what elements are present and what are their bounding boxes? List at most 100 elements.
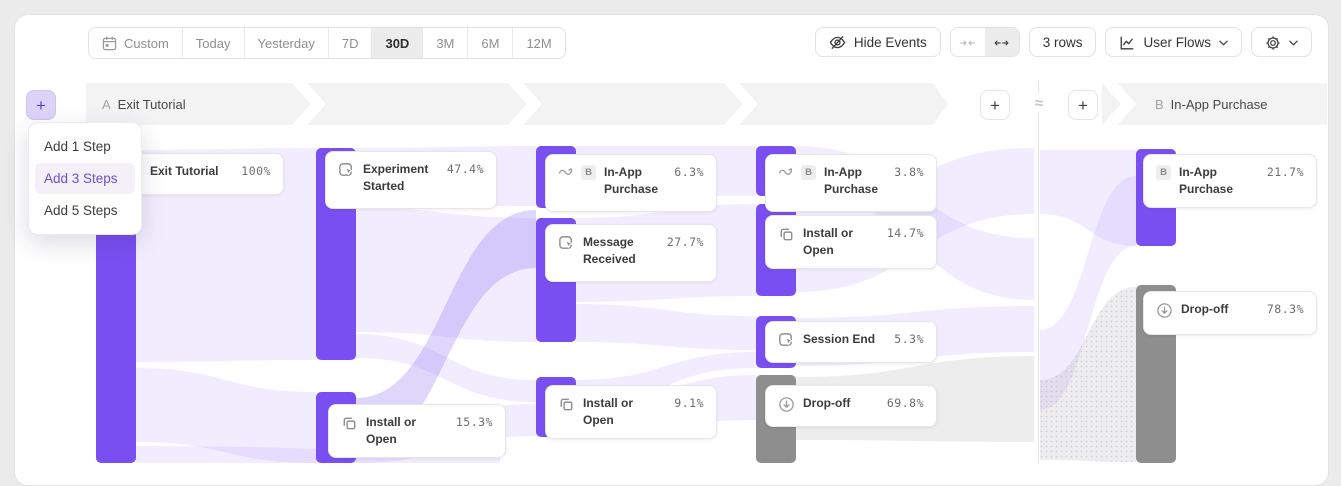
flow-node-percent: 6.3% [674, 165, 704, 179]
flow-node-label: Exit Tutorial [150, 164, 219, 178]
flow-node-percent: 15.3% [455, 415, 493, 429]
view-selector-button[interactable]: User Flows [1105, 27, 1242, 57]
flow-node-label: Message Received [583, 235, 636, 266]
add-step-button-a-end[interactable]: + [980, 90, 1010, 120]
column-width-control [949, 27, 1020, 57]
step-header-b-label: B In-App Purchase [1155, 97, 1268, 112]
date-range-30d[interactable]: 30D [372, 28, 424, 58]
chevron-gap-icon [508, 83, 542, 125]
date-range-label: 30D [385, 35, 410, 51]
flow-node-label: Drop-off [803, 396, 851, 410]
skip-icon [558, 165, 573, 176]
copy-icon [341, 415, 358, 432]
flow-node-percent: 14.7% [886, 226, 924, 240]
flow-node-message-received[interactable]: Message Received 27.7% [545, 224, 717, 282]
arrows-collapse-icon [960, 38, 976, 48]
flow-node-percent: 78.3% [1266, 302, 1304, 316]
expand-columns-button[interactable] [984, 28, 1019, 56]
step-header-a: A Exit Tutorial [86, 83, 948, 125]
date-range-6m[interactable]: 6M [468, 28, 514, 58]
flow-node-session-end[interactable]: Session End 5.3% [765, 321, 937, 363]
settings-button[interactable] [1251, 27, 1312, 57]
date-range-label: 12M [526, 35, 552, 51]
flow-node-drop-off[interactable]: Drop-off 78.3% [1143, 291, 1317, 335]
date-range-12m[interactable]: 12M [513, 28, 564, 58]
view-selector-label: User Flows [1143, 34, 1211, 50]
event-badge-b: B [581, 165, 596, 180]
date-range-label: Custom [124, 35, 169, 51]
flow-node-in-app-purchase[interactable]: B In-App Purchase 21.7% [1143, 154, 1317, 208]
chevron-gap-icon [1102, 83, 1136, 125]
flow-node-label: Install or Open [803, 226, 854, 257]
dropoff-icon [1156, 302, 1173, 319]
date-range-label: 6M [481, 35, 500, 51]
cursor-icon [778, 332, 795, 349]
date-range-label: 7D [341, 35, 359, 51]
copy-icon [558, 396, 575, 413]
menu-item-add-5-steps[interactable]: Add 5 Steps [44, 203, 118, 218]
add-step-button-b[interactable]: + [1068, 90, 1098, 120]
flow-node-label: In-App Purchase [1179, 165, 1234, 196]
date-range-label: 3M [436, 35, 455, 51]
flow-node-label: In-App Purchase [604, 165, 659, 196]
step-title-a: Exit Tutorial [117, 96, 186, 112]
flow-node-experiment-started[interactable]: Experiment Started 47.4% [325, 151, 497, 209]
flow-node-install-or-open[interactable]: Install or Open 14.7% [765, 215, 937, 269]
date-range-7d[interactable]: 7D [329, 28, 373, 58]
approx-separator: ≈ [1026, 93, 1052, 113]
event-badge-b: B [801, 165, 816, 180]
flow-node-percent: 5.3% [894, 332, 924, 346]
date-range-yesterday[interactable]: Yesterday [245, 28, 329, 58]
hide-events-button[interactable]: Hide Events [814, 27, 941, 57]
step-letter-b: B [1155, 96, 1164, 112]
cursor-icon [338, 162, 355, 179]
menu-item-add-3-steps[interactable]: Add 3 Steps [35, 163, 135, 194]
hide-events-label: Hide Events [853, 34, 927, 50]
date-range-custom[interactable]: Custom [89, 28, 183, 58]
date-range-control: Custom Today Yesterday 7D 30D 3M 6M 12M [88, 27, 566, 59]
chevron-down-icon [1289, 40, 1298, 46]
add-steps-menu: Add 1 Step Add 3 Steps Add 5 Steps [28, 122, 142, 235]
step-header-b: B In-App Purchase [1102, 83, 1327, 125]
flow-node-percent: 100% [241, 164, 271, 178]
flow-node-percent: 47.4% [446, 162, 484, 176]
toolbar: Custom Today Yesterday 7D 30D 3M 6M 12M Hide Ev… [14, 27, 1327, 59]
flow-node-percent: 69.8% [886, 396, 924, 410]
chevron-gap-icon [292, 83, 326, 125]
rows-label: 3 rows [1042, 34, 1083, 50]
flow-node-percent: 27.7% [666, 235, 704, 249]
flow-node-label: Session End [803, 332, 876, 346]
date-range-label: Yesterday [257, 35, 315, 51]
flow-node-in-app-purchase[interactable]: B In-App Purchase 3.8% [765, 154, 937, 212]
calendar-icon [102, 36, 117, 51]
skip-icon [778, 165, 793, 176]
step-header-a-label: A Exit Tutorial [102, 97, 186, 112]
chevron-gap-icon [724, 83, 758, 125]
flow-node-install-or-open[interactable]: Install or Open 9.1% [545, 385, 717, 439]
flow-node-label: Experiment Started [363, 162, 429, 193]
flow-node-install-or-open[interactable]: Install or Open 15.3% [328, 404, 506, 458]
panel-divider [1038, 80, 1039, 463]
flow-node-label: Drop-off [1181, 302, 1229, 316]
menu-item-add-1-step[interactable]: Add 1 Step [44, 139, 111, 154]
flow-node-drop-off[interactable]: Drop-off 69.8% [765, 385, 937, 427]
flows-chart-icon [1119, 35, 1135, 51]
eye-slash-icon [829, 34, 846, 51]
chevron-down-icon [1219, 40, 1228, 46]
flow-node-label: Install or Open [366, 415, 417, 446]
flow-node-percent: 9.1% [674, 396, 704, 410]
collapse-columns-button[interactable] [950, 28, 985, 56]
step-title-b: In-App Purchase [1170, 96, 1268, 112]
event-badge-b: B [1156, 165, 1171, 180]
add-step-button-a[interactable]: + [26, 90, 56, 120]
rows-button[interactable]: 3 rows [1028, 27, 1097, 57]
cursor-icon [558, 235, 575, 252]
arrows-expand-icon [994, 38, 1009, 48]
step-letter-a: A [102, 96, 111, 112]
date-range-3m[interactable]: 3M [423, 28, 469, 58]
date-range-today[interactable]: Today [183, 28, 245, 58]
copy-icon [778, 226, 795, 243]
gear-icon [1265, 35, 1281, 51]
flow-node-in-app-purchase[interactable]: B In-App Purchase 6.3% [545, 154, 717, 212]
flow-node-percent: 3.8% [894, 165, 924, 179]
